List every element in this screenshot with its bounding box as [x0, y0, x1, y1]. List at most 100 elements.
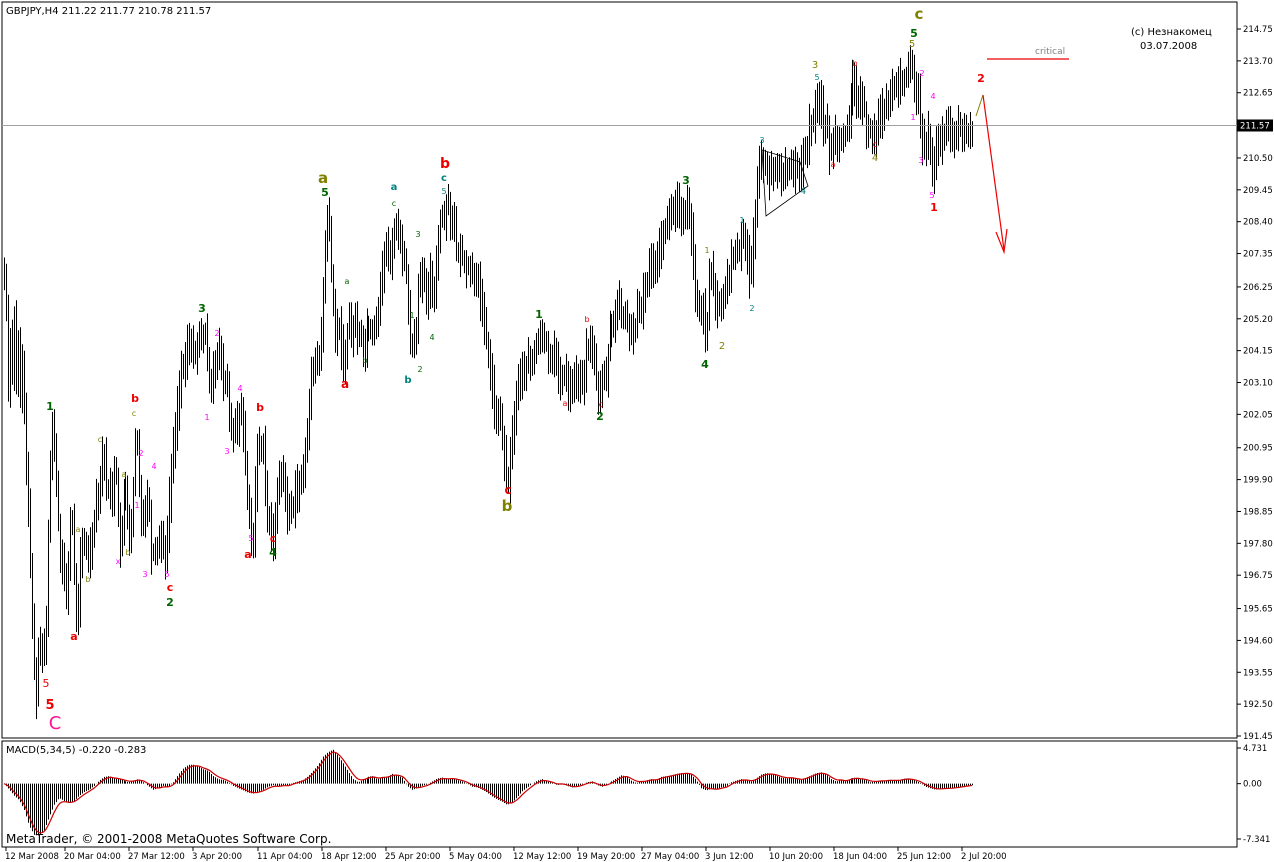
time-tick-label: 27 Mar 12:00: [128, 852, 185, 862]
wave-label: a: [831, 160, 836, 169]
time-tick-label: 12 May 12:00: [513, 852, 571, 862]
price-tick-label: 198.85: [1243, 507, 1273, 517]
price-tick-label: 199.90: [1243, 476, 1273, 486]
wave-label: 3: [918, 156, 923, 165]
wave-label: 4: [237, 384, 242, 393]
wave-label: 5: [321, 186, 329, 199]
wave-label: c: [873, 140, 877, 149]
price-tick-label: 212.65: [1243, 89, 1273, 99]
projection-arrowhead: [995, 228, 1008, 255]
wave-label: a: [345, 277, 350, 286]
wave-label: 1: [704, 246, 709, 255]
price-tick-label: 205.20: [1243, 315, 1273, 325]
wave-label: 2: [417, 365, 422, 374]
time-tick-label: 3 Apr 20:00: [192, 852, 242, 862]
copyright-footer: MetaTrader, © 2001-2008 MetaQuotes Softw…: [6, 832, 331, 846]
wave-label: c: [167, 581, 174, 594]
price-tick-label: 210.50: [1243, 154, 1273, 164]
time-tick-label: 5 May 04:00: [449, 852, 502, 862]
wave-label: b: [584, 315, 589, 324]
price-tick-label: 196.75: [1243, 571, 1273, 581]
price-tick-label: 200.95: [1243, 444, 1273, 454]
wave-label: b: [125, 548, 130, 557]
time-tick-label: 11 Apr 04:00: [257, 852, 312, 862]
price-tick-label: 195.65: [1243, 605, 1273, 615]
copyright-label: (c) Незнакомец: [1131, 27, 1212, 38]
price-tick-label: 214.75: [1243, 25, 1273, 35]
wave-label: 1: [910, 113, 915, 122]
wave-label: 5: [43, 677, 50, 690]
wave-label: 2: [919, 69, 924, 78]
price-tick-label: 213.70: [1243, 57, 1273, 67]
wave-label: 3: [812, 60, 818, 71]
time-tick-label: 12 Mar 2008: [5, 852, 59, 862]
wave-label: 2: [749, 304, 754, 313]
wave-label: b: [131, 392, 139, 405]
wave-label: c: [441, 173, 447, 184]
wave-label: 5: [909, 39, 915, 50]
wave-label: c: [504, 483, 511, 497]
wave-label: b: [256, 401, 264, 414]
wave-label: 2: [138, 449, 143, 458]
wave-label: 4: [930, 92, 935, 101]
wave-label: 4: [269, 546, 277, 559]
price-tick-label: 206.25: [1243, 283, 1273, 293]
wave-label: 4: [429, 333, 434, 342]
price-axis: 214.75213.70212.65211.60210.50209.45208.…: [2, 25, 1273, 742]
wave-label: 4: [151, 462, 156, 471]
wave-label: C: [49, 713, 62, 734]
time-tick-label: 19 May 20:00: [577, 852, 635, 862]
wave-label: 2: [977, 72, 985, 85]
triangle-pattern: [761, 149, 809, 217]
wave-label: c: [599, 400, 603, 409]
time-axis: 12 Mar 2008 20 Mar 04:00 27 Mar 12:00 3 Apr…: [5, 847, 1007, 862]
wave-label: 1: [134, 501, 139, 510]
wave-label: 3: [682, 174, 690, 187]
time-tick-label: 20 Mar 04:00: [64, 852, 121, 862]
wave-label: 5: [248, 534, 253, 543]
macd-histogram: [3, 749, 973, 836]
time-tick-label: 10 Jun 20:00: [769, 852, 823, 862]
time-tick-label: 18 Apr 12:00: [321, 852, 376, 862]
wave-label: 5: [929, 191, 934, 200]
macd-tick-label: 0.00: [1243, 780, 1262, 790]
macd-tick-label: -7.341: [1243, 835, 1270, 845]
wave-label: 1: [204, 413, 209, 422]
wave-label: c: [98, 435, 102, 444]
wave-label: b: [852, 59, 857, 68]
indicator-plot-frame: [1, 740, 1238, 848]
price-tick-label: 192.50: [1243, 700, 1273, 710]
wave-label: 5: [814, 73, 819, 82]
wave-label: 3: [224, 447, 229, 456]
price-bars: [4, 45, 973, 720]
wave-label: a: [70, 630, 77, 643]
wave-label: 2: [596, 410, 604, 423]
wave-label: a: [122, 470, 127, 479]
wave-label: 5: [910, 27, 918, 40]
wave-label: 5: [164, 570, 169, 579]
wave-label: 3: [415, 230, 420, 239]
macd-signal-line: [3, 751, 973, 834]
critical-label: critical: [1035, 47, 1065, 57]
wave-label: 1: [46, 400, 54, 413]
macd-tick-label: 4.731: [1243, 744, 1267, 754]
wave-label: c: [270, 532, 277, 545]
wave-label: 3: [198, 302, 206, 315]
projection-arrow: [982, 94, 1005, 251]
time-tick-label: 27 May 04:00: [641, 852, 699, 862]
wave-label: a: [563, 399, 568, 408]
wave-label: b: [362, 356, 367, 365]
price-tick-label: 208.40: [1243, 218, 1273, 228]
price-tick-label: 191.45: [1243, 732, 1273, 742]
wave-label: 1: [535, 308, 543, 321]
wave-label: a: [244, 548, 251, 561]
current-price-box: [1237, 119, 1273, 132]
wave-label: 1: [739, 216, 744, 225]
wave-label: 2: [166, 596, 174, 609]
time-tick-label: 2 Jul 20:00: [961, 852, 1007, 862]
wave-label: c: [915, 5, 924, 23]
wave-label: c: [392, 199, 396, 208]
wave-label: c: [132, 409, 136, 418]
